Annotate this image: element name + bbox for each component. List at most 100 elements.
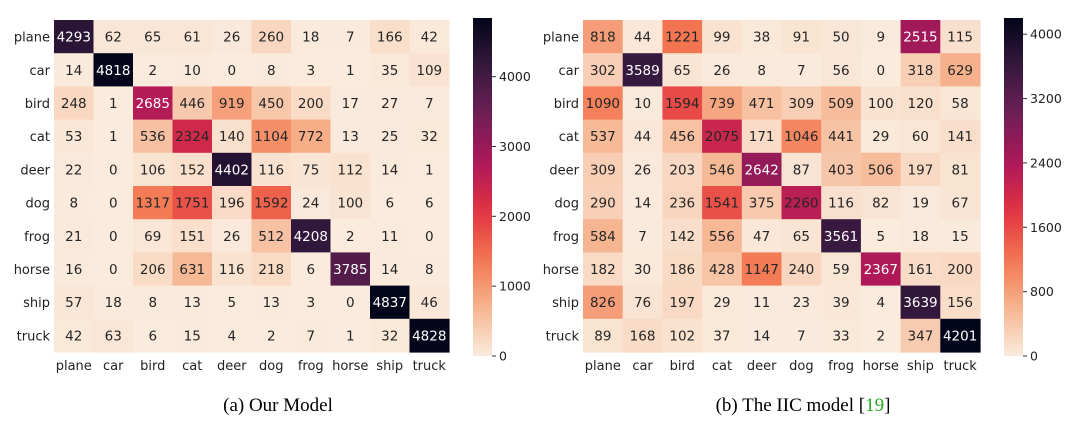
col-tick-label: ship: [907, 359, 934, 374]
heatmap-cell: [781, 53, 822, 87]
heatmap-cell: [409, 252, 450, 287]
heatmap-cell: [54, 318, 95, 353]
cell-value-label: 1: [346, 63, 355, 79]
cell-value-label: 2: [148, 63, 157, 79]
heatmap-cell: [583, 119, 624, 154]
heatmap-cell: [212, 285, 253, 320]
heatmap-cell: [251, 186, 292, 220]
heatmap-cell: [940, 53, 981, 87]
heatmap-cell: [781, 186, 822, 220]
heatmap-cell: [741, 119, 783, 154]
cell-value-label: 2: [346, 229, 355, 245]
cell-value-label: 120: [908, 96, 934, 112]
cell-value-label: 42: [65, 328, 82, 344]
heatmap-cell: [251, 285, 292, 320]
cell-value-label: 65: [793, 229, 810, 245]
cell-value-label: 100: [868, 96, 894, 112]
caption-iic-model: (b) The IIC model [19]: [716, 395, 891, 416]
heatmap-cell: [781, 20, 822, 54]
heatmap-cell: [900, 186, 941, 220]
cell-value-label: 2642: [744, 162, 778, 178]
cell-value-label: 60: [912, 129, 929, 145]
cell-value-label: 3785: [333, 262, 367, 278]
heatmap-cell: [781, 86, 822, 121]
heatmap-cell: [133, 219, 174, 253]
heatmap-cell: [172, 186, 213, 220]
cell-value-label: 13: [263, 295, 280, 311]
cell-value-label: 2367: [864, 262, 898, 278]
heatmap-cell: [622, 285, 663, 320]
heatmap-cell: [662, 20, 703, 54]
row-tick-label: cat: [559, 130, 579, 145]
row-tick-label: car: [30, 64, 51, 79]
cell-value-label: 7: [797, 328, 806, 344]
citation-link[interactable]: 19: [865, 395, 884, 416]
heatmap-cell: [860, 20, 902, 54]
heatmap-cell: [251, 119, 292, 154]
cell-value-label: 629: [947, 63, 973, 79]
heatmap-cell: [662, 152, 703, 187]
heatmap-cell: [291, 219, 332, 253]
heatmap-cell: [409, 152, 450, 187]
row-tick-label: bird: [554, 97, 579, 112]
cell-value-label: 0: [425, 229, 434, 245]
cell-value-label: 115: [947, 30, 973, 46]
cell-value-label: 102: [669, 328, 695, 344]
heatmap-cell: [741, 20, 783, 54]
colorbar-tick-label: 0: [499, 349, 507, 364]
cell-value-label: 171: [749, 129, 775, 145]
heatmap-cell: [940, 119, 981, 154]
cell-value-label: 16: [65, 262, 82, 278]
heatmap-cell: [860, 219, 902, 253]
heatmap-cell: [133, 119, 174, 154]
cell-value-label: 456: [669, 129, 695, 145]
heatmap-cell: [741, 86, 783, 121]
cell-value-label: 248: [61, 96, 87, 112]
row-tick-label: horse: [14, 263, 50, 278]
heatmap-cell: [583, 86, 624, 121]
cell-value-label: 1: [425, 162, 434, 178]
cell-value-label: 8: [69, 196, 78, 212]
col-tick-label: cat: [712, 359, 732, 374]
heatmap-cell: [172, 252, 213, 287]
heatmap-cell: [940, 219, 981, 253]
heatmap-cell: [291, 86, 332, 121]
heatmap-cell: [583, 186, 624, 220]
row-tick-label: bird: [25, 97, 50, 112]
cell-value-label: 81: [952, 162, 969, 178]
cell-value-label: 818: [590, 30, 616, 46]
heatmap-cell: [330, 86, 371, 121]
row-tick-label: cat: [30, 130, 50, 145]
heatmap-cell: [370, 186, 411, 220]
heatmap-cell: [409, 186, 450, 220]
cell-value-label: 39: [832, 295, 849, 311]
heatmap-cell: [133, 20, 174, 54]
col-tick-label: ship: [376, 359, 403, 374]
cell-value-label: 30: [634, 262, 651, 278]
cell-value-label: 1594: [665, 96, 699, 112]
cell-value-label: 21: [65, 229, 82, 245]
heatmap-cell: [900, 252, 941, 287]
row-tick-label: frog: [553, 230, 579, 245]
heatmap-cell: [330, 186, 371, 220]
cell-value-label: 1090: [586, 96, 620, 112]
cell-value-label: 13: [342, 129, 359, 145]
cell-value-label: 7: [306, 328, 315, 344]
heatmap-cell: [370, 152, 411, 187]
cell-value-label: 8: [425, 262, 434, 278]
cell-value-label: 11: [753, 295, 770, 311]
heatmap-cell: [583, 285, 624, 320]
heatmap-cell: [212, 53, 253, 87]
heatmap-cell: [860, 186, 902, 220]
cell-value-label: 1592: [254, 196, 288, 212]
col-tick-label: plane: [585, 359, 621, 374]
heatmap-cell: [172, 219, 213, 253]
heatmap-cell: [133, 86, 174, 121]
row-tick-label: ship: [23, 296, 50, 311]
cell-value-label: 91: [793, 30, 810, 46]
cell-value-label: 57: [65, 295, 82, 311]
cell-value-label: 4208: [294, 229, 328, 245]
heatmap-cell: [133, 318, 174, 353]
heatmap-cell: [583, 219, 624, 253]
